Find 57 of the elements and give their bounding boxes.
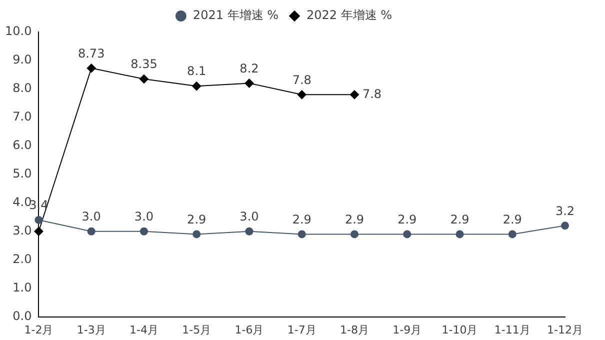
y-tick-label: 7.0 [12,110,32,124]
x-tick-label: 1-10月 [442,323,478,336]
data-label: 3.2 [555,204,575,218]
y-tick-label: 9.0 [12,52,32,67]
point [350,90,359,100]
x-tick-label: 1-5月 [182,323,212,336]
x-tick-label: 1-3月 [76,323,106,336]
y-tick-label: 1.0 [12,280,32,294]
x-tick-label: 1-6月 [234,323,264,336]
data-label: 7.8 [292,72,312,87]
x-tick-label: 1-8月 [340,323,369,336]
point [34,216,43,224]
data-label: 2.9 [292,212,312,226]
x-tick-label: 1-4月 [129,323,158,336]
data-label: 2.9 [450,212,470,226]
y-tick-label: 8.0 [12,81,32,96]
x-tick-label: 1-7月 [287,323,316,336]
y-tick-label: 2.0 [12,252,32,266]
legend-label: 2022 年增速 % [306,8,392,22]
data-label: 3.0 [134,209,154,224]
point [140,227,148,236]
x-tick-label: 1-9月 [392,323,422,336]
point [456,230,464,238]
point [508,230,516,238]
y-tick-label: 6.0 [12,138,32,152]
point [87,227,96,236]
legend-label: 2021 年增速 % [192,8,279,22]
y-tick-label: 0.0 [12,308,32,323]
x-tick-label: 1-11月 [494,323,530,336]
data-label: 2.9 [187,212,206,226]
point [297,90,306,100]
point [86,64,96,73]
y-tick-label: 3.0 [12,223,32,238]
data-label: 3.0 [240,209,259,224]
x-tick-label: 1-12月 [547,323,583,336]
data-label: 8.2 [240,61,259,76]
data-label: 2.9 [502,212,522,226]
data-label: 2.9 [398,212,417,226]
y-tick-label: 10.0 [5,24,32,38]
point [245,227,254,236]
point [192,230,201,238]
data-label: 8.1 [187,64,206,78]
point [298,230,306,238]
data-label: 2.9 [344,212,364,226]
data-label: 8.35 [130,57,158,72]
data-label: 3.0 [82,209,101,224]
y-tick-label: 5.0 [12,166,32,181]
point [139,74,148,84]
data-label: 7.8 [362,86,382,101]
point [561,222,569,230]
point [34,226,44,236]
x-tick-label: 1-2月 [24,323,54,336]
data-label: 8.73 [78,46,105,60]
point [244,78,254,88]
point [192,82,202,91]
point [403,230,412,238]
point [350,230,358,238]
